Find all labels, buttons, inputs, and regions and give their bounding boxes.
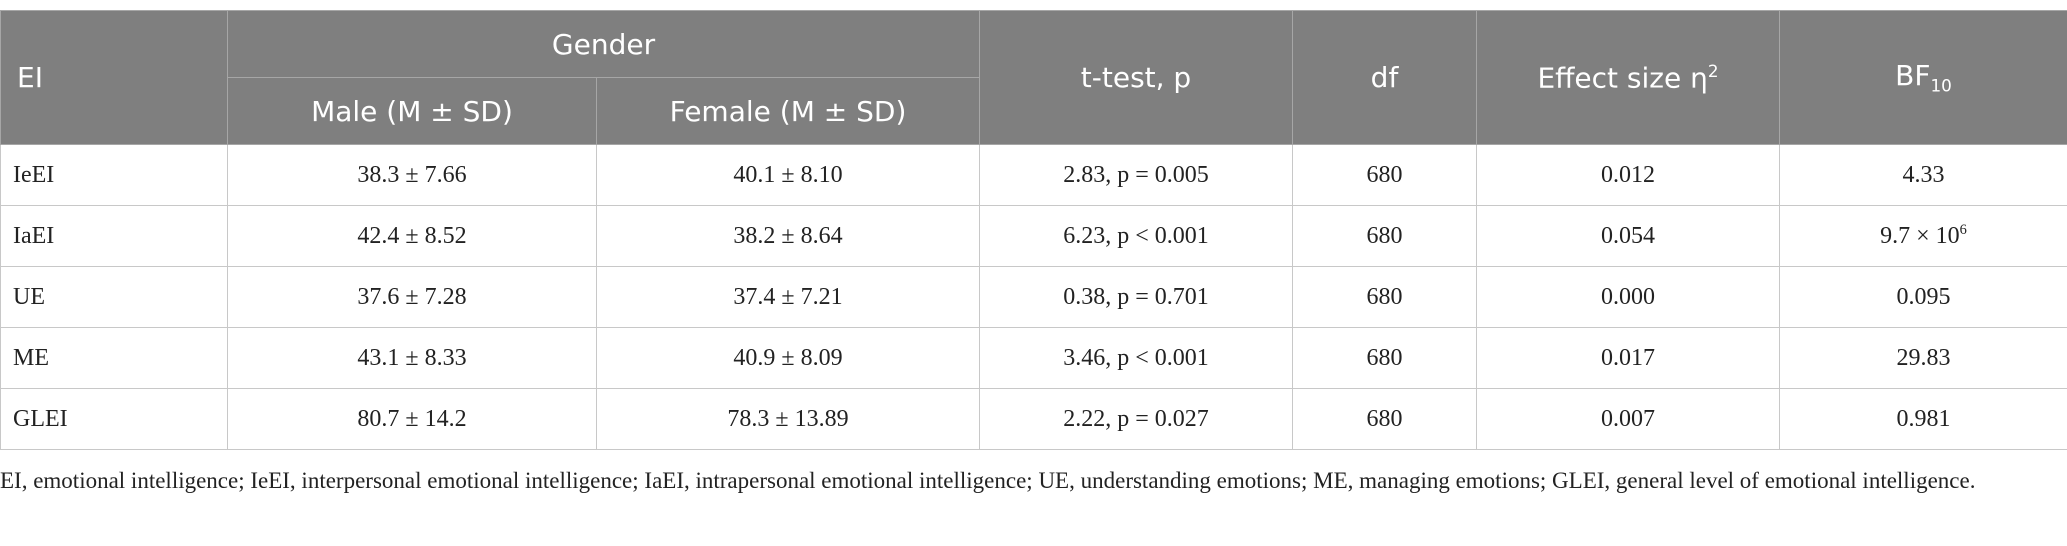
column-header: Effect size η2 — [1476, 10, 1780, 145]
table-cell: 38.3 ± 7.66 — [227, 144, 597, 206]
table-cell: 4.33 — [1779, 144, 2067, 206]
table-cell: 680 — [1292, 327, 1477, 389]
table-row: GLEI 80.7 ± 14.2 78.3 ± 13.89 2.22, p = 0.0… — [0, 388, 2067, 450]
table-row: IeEI 38.3 ± 7.66 40.1 ± 8.10 2.83, p = 0.00… — [0, 144, 2067, 206]
table-cell: 40.1 ± 8.10 — [596, 144, 980, 206]
table-cell: 0.054 — [1476, 205, 1780, 267]
table-cell: 37.4 ± 7.21 — [596, 266, 980, 328]
table-cell: 29.83 — [1779, 327, 2067, 389]
table-cell: 38.2 ± 8.64 — [596, 205, 980, 267]
row-label: IaEI — [0, 205, 228, 267]
row-label: UE — [0, 266, 228, 328]
table-row: ME 43.1 ± 8.33 40.9 ± 8.09 3.46, p < 0.001 6… — [0, 327, 2067, 389]
table-header: EI Gender t-test, p df Effect size η2 BF10 Mal… — [0, 10, 2067, 145]
header-row: EI Gender t-test, p df Effect size η2 BF10 — [0, 10, 2067, 145]
table-cell: 2.83, p = 0.005 — [979, 144, 1293, 206]
column-header: t-test, p — [979, 10, 1293, 145]
table-cell: 78.3 ± 13.89 — [596, 388, 980, 450]
column-header: BF10 — [1779, 10, 2067, 145]
row-label: GLEI — [0, 388, 228, 450]
table-cell: 0.000 — [1476, 266, 1780, 328]
column-header: Female (M ± SD) — [596, 77, 980, 145]
table-cell: 37.6 ± 7.28 — [227, 266, 597, 328]
table-cell: 9.7 × 106 — [1779, 205, 2067, 267]
table-row: IaEI 42.4 ± 8.52 38.2 ± 8.64 6.23, p < 0.00… — [0, 205, 2067, 267]
cell-text: Effect size η — [1537, 61, 1708, 95]
table-cell: 3.46, p < 0.001 — [979, 327, 1293, 389]
column-header: Male (M ± SD) — [227, 77, 597, 145]
table-cell: 0.095 — [1779, 266, 2067, 328]
header-row: Male (M ± SD) Female (M ± SD) — [1, 77, 2067, 145]
row-label: IeEI — [0, 144, 228, 206]
table-cell: 680 — [1292, 266, 1477, 328]
column-header: Gender — [227, 10, 980, 78]
table-cell: 0.981 — [1779, 388, 2067, 450]
table-cell: 80.7 ± 14.2 — [227, 388, 597, 450]
table-cell: 42.4 ± 8.52 — [227, 205, 597, 267]
footnote: EI, emotional intelligence; IeEI, interp… — [0, 468, 1976, 493]
column-header: EI — [0, 10, 228, 145]
table-cell: 40.9 ± 8.09 — [596, 327, 980, 389]
subscript: 10 — [1930, 75, 1952, 96]
table-body: IeEI 38.3 ± 7.66 40.1 ± 8.10 2.83, p = 0.00… — [0, 144, 2067, 450]
table-cell: 0.017 — [1476, 327, 1780, 389]
column-header: df — [1292, 10, 1477, 145]
table-cell: 680 — [1292, 205, 1477, 267]
table-cell: 0.012 — [1476, 144, 1780, 206]
table-cell: 0.007 — [1476, 388, 1780, 450]
table-cell: 2.22, p = 0.027 — [979, 388, 1293, 450]
table-row: UE 37.6 ± 7.28 37.4 ± 7.21 0.38, p = 0.701 6… — [0, 266, 2067, 328]
superscript: 2 — [1707, 60, 1719, 81]
superscript: 6 — [1959, 222, 1967, 238]
cell-text: BF — [1895, 59, 1931, 93]
table-cell: 0.38, p = 0.701 — [979, 266, 1293, 328]
table-cell: 6.23, p < 0.001 — [979, 205, 1293, 267]
cell-text: 9.7 × 10 — [1880, 223, 1960, 249]
data-table: EI Gender t-test, p df Effect size η2 BF10 Mal… — [0, 10, 2067, 450]
table-cell: 680 — [1292, 144, 1477, 206]
table-cell: 680 — [1292, 388, 1477, 450]
row-label: ME — [0, 327, 228, 389]
table-cell: 43.1 ± 8.33 — [227, 327, 597, 389]
